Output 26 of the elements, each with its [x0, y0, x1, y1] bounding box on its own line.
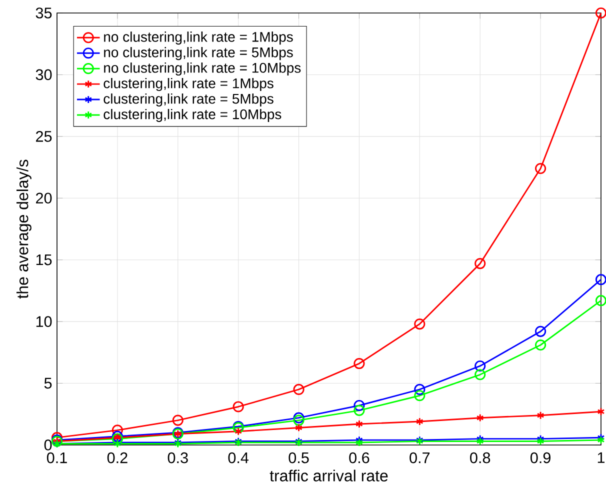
y-axis-title: the average delay/s: [16, 160, 32, 299]
y-tick-label: 0: [44, 440, 52, 450]
y-tick-label: 20: [36, 192, 52, 204]
x-tick-label: 0.4: [228, 452, 249, 464]
x-tick-label: 0.7: [410, 452, 430, 464]
x-tick-label: 0.2: [107, 452, 128, 464]
legend-label: no clustering,link rate = 10Mbps: [104, 62, 301, 76]
y-tick-label: 35: [36, 8, 52, 18]
x-tick-label: 0.3: [168, 452, 188, 464]
legend-label: no clustering,link rate = 5Mbps: [104, 47, 293, 60]
y-tick-label: 15: [36, 254, 52, 266]
x-tick-label: 0.8: [470, 452, 490, 464]
x-axis-title: traffic arrival rate: [270, 470, 388, 482]
x-tick-label: 0.5: [288, 452, 309, 464]
x-tick-label: 0.6: [349, 452, 370, 464]
legend-label: clustering,link rate = 1Mbps: [104, 78, 274, 92]
y-tick-label: 10: [36, 316, 52, 327]
x-tick-label: 0.9: [530, 452, 550, 464]
legend-label: no clustering,link rate = 1Mbps: [104, 32, 293, 45]
legend-label: clustering,link rate = 10Mbps: [104, 108, 282, 122]
y-tick-label: 25: [36, 130, 52, 142]
x-tick-label: 0.1: [46, 452, 67, 464]
y-tick-label: 5: [44, 378, 52, 389]
x-tick-label: 1: [598, 452, 605, 463]
y-tick-label: 30: [36, 69, 52, 80]
legend-label: clustering,link rate = 5Mbps: [104, 93, 274, 107]
